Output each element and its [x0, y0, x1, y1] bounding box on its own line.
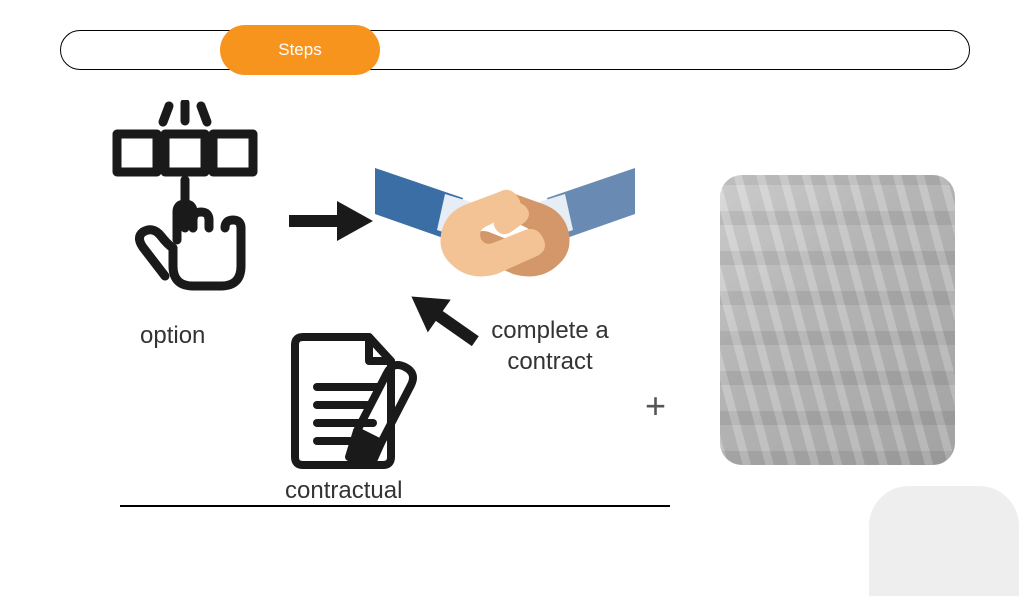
document-pen-icon [285, 325, 425, 475]
steps-pill: Steps [220, 25, 380, 75]
underline-rule [120, 505, 670, 507]
header-bar [60, 30, 970, 70]
decorative-blob [869, 486, 1019, 596]
machinery-photo [720, 175, 955, 465]
option-label: option [140, 320, 205, 351]
plus-icon: + [645, 385, 666, 427]
contractual-label: contractual [285, 475, 402, 506]
arrow-right-icon [285, 195, 375, 245]
steps-pill-label: Steps [278, 40, 321, 60]
option-icon [105, 100, 265, 300]
complete-contract-label: complete a contract [475, 315, 625, 377]
